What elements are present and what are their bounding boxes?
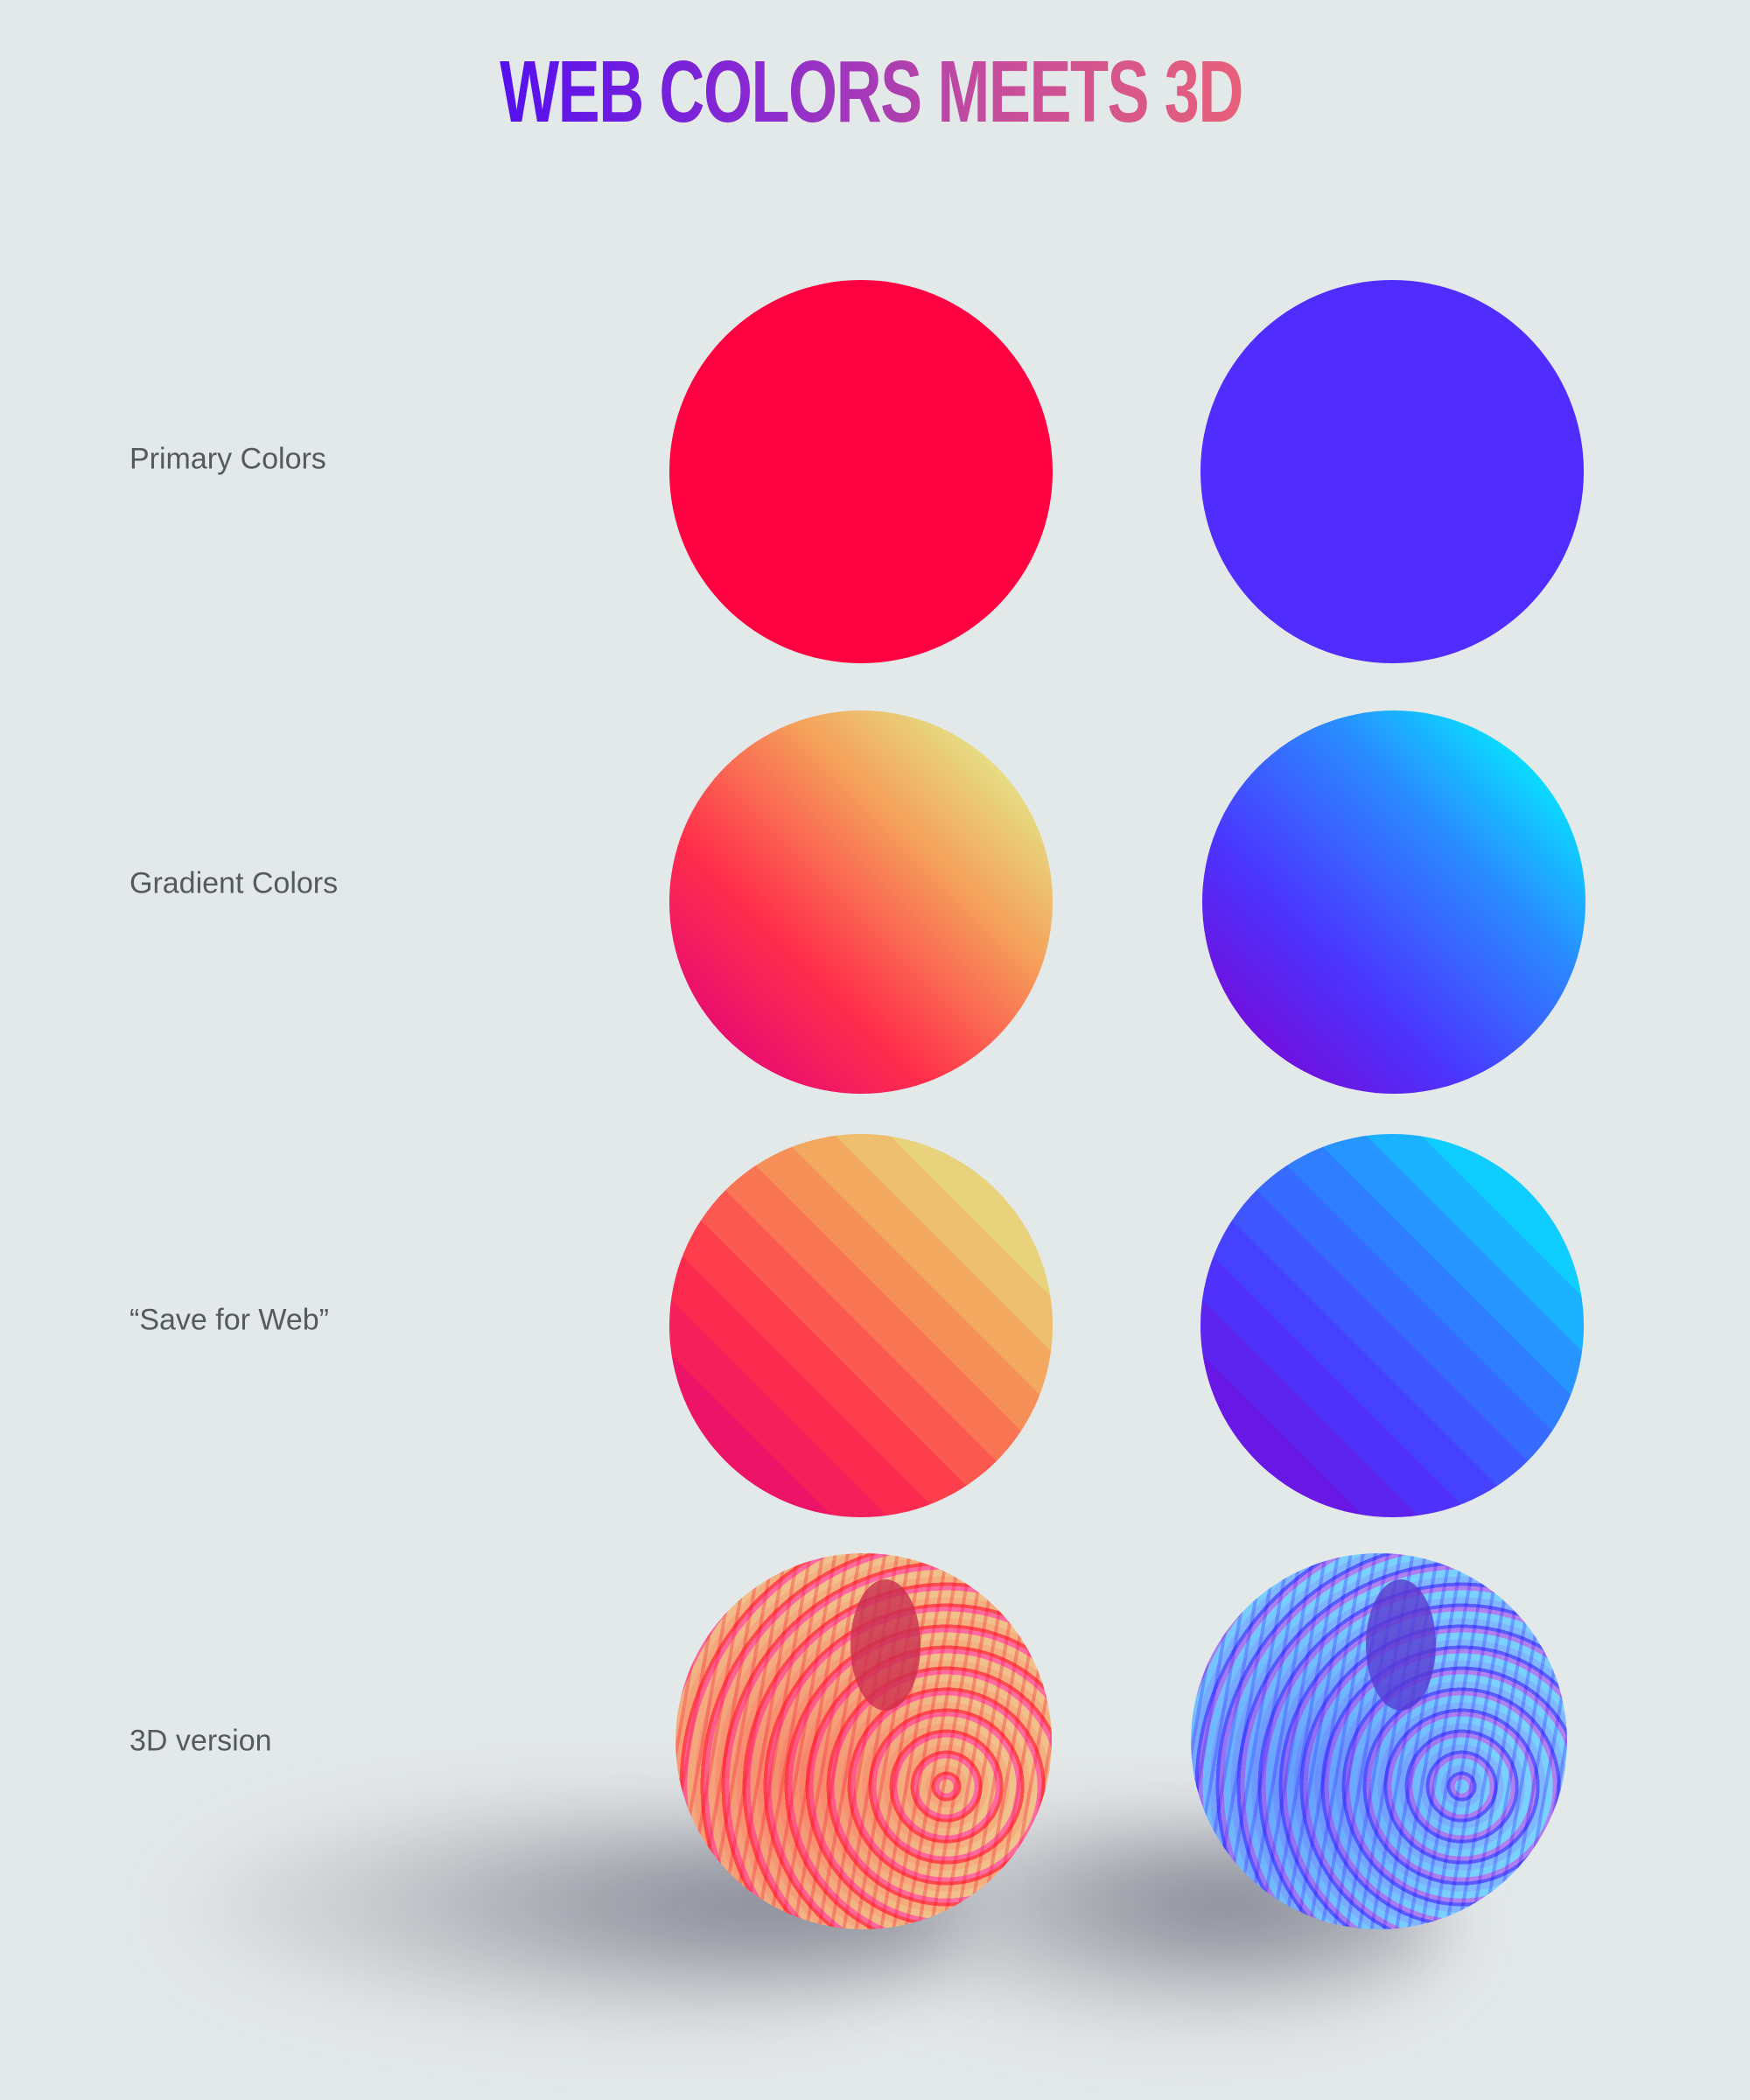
row-label-gradient: Gradient Colors xyxy=(130,866,339,900)
gradient-circle-warm xyxy=(669,710,1053,1094)
row-label-primary: Primary Colors xyxy=(130,442,326,476)
3d-sphere-cool xyxy=(1191,1553,1567,1929)
banded-gradient-circle-warm xyxy=(669,1134,1053,1517)
gradient-circle-cool xyxy=(1202,710,1586,1094)
page-title: WEB COLORS MEETS 3D xyxy=(242,42,1502,143)
row-label-save-for-web: “Save for Web” xyxy=(130,1303,330,1337)
primary-color-circle-red xyxy=(669,280,1053,663)
sphere-cutout xyxy=(1366,1579,1436,1711)
row-label-3d: 3D version xyxy=(130,1724,272,1758)
title-text: WEB COLORS MEETS 3D xyxy=(500,43,1243,141)
primary-color-circle-blue xyxy=(1200,280,1584,663)
sphere-cutout xyxy=(850,1579,920,1711)
3d-sphere-warm xyxy=(676,1553,1052,1929)
banded-gradient-circle-cool xyxy=(1200,1134,1584,1517)
